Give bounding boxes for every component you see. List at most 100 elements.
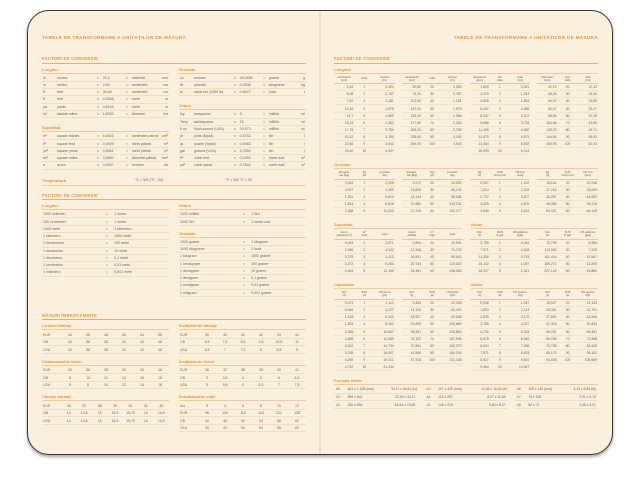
column-header: sqm <box>442 230 463 240</box>
table-cell: 9 <box>354 140 375 149</box>
table-row: 24,381 60 148,383 <box>401 267 463 276</box>
column-header: l/US fl gal <box>557 230 578 240</box>
table-cell: 20 <box>422 83 443 92</box>
column-header: t/US short ton <box>489 170 510 180</box>
table-cell: 8 <box>489 349 510 357</box>
table-cell: 10 <box>489 363 510 372</box>
table-cell: 6,340 <box>510 335 531 343</box>
table-cell: pt <box>179 132 193 141</box>
table-cell: EUR <box>42 366 62 375</box>
table-cell: 98,842 <box>442 253 463 262</box>
table-cell: 60 <box>557 267 578 276</box>
table-cell: gallons (USA) <box>192 147 232 156</box>
table-cell: 0,1 grame <box>250 274 306 283</box>
table-cell: 60 <box>422 328 443 336</box>
column-header: US quarts (qt) <box>510 290 531 301</box>
column-header: kilometri (km) <box>469 74 490 85</box>
table-cell: 3,307 <box>510 193 531 202</box>
table-row: litri (l) l/US pt US pints (pt) <box>334 290 395 301</box>
column-header: centimetri (cm) <box>334 74 355 85</box>
table-cell: litri <box>267 139 296 148</box>
table-cell: 44 <box>132 366 151 375</box>
table-cell: 4,259 <box>334 356 355 364</box>
table-cell: 100 <box>422 140 443 149</box>
table-cell: 80 <box>422 126 443 134</box>
table-cell: x <box>94 139 102 148</box>
left-section2-col-b: Volum 1000 mililitri = 1 litru 1000 litri = 1… <box>179 203 306 304</box>
table-cell: 48 <box>97 331 115 339</box>
table-cell: = <box>260 88 268 97</box>
table-cell: 3,785 <box>469 239 490 248</box>
group-metric-lungime: Lungime 1000 milimetri = 1 metru 100 centim… <box>42 203 169 277</box>
table-cell: 36 <box>79 338 98 347</box>
paper-format-table: A3 297 x 420 (mm) 11,69 x 16,54 (in) A4 210 … <box>424 386 508 409</box>
table-cell: A6 <box>514 386 527 394</box>
table-cell: 14,794 <box>374 342 395 350</box>
table-cell: 1,6093 <box>101 110 124 119</box>
group-title: Greutate <box>179 67 306 74</box>
table-cell: 40 <box>422 97 443 106</box>
numeric-table-wrapper: metri pătrați (m²) m² sqm sqm 0,093 1 3,671 0,… <box>334 230 395 276</box>
paper-formats-group: Formate hârtie A0 841 x 1.189 (mm) 33,11 x… <box>334 378 598 409</box>
table-cell: 47,318 <box>401 356 422 364</box>
table-cell: = <box>237 238 251 246</box>
table-cell: 9 <box>489 356 510 364</box>
table-cell: Tbsp <box>179 118 193 126</box>
table-cell: 3 <box>489 97 510 106</box>
table-cell: 13,608 <box>401 186 422 195</box>
paper-format-table: A0 841 x 1.189 (mm) 33,11 x 46,81 (in) A1 59… <box>334 386 418 409</box>
table-cell: 5 <box>252 373 270 382</box>
numeric-table-wrapper: kg (t) t/US short ton US ton (ton) 0,907 1 1,… <box>469 170 531 216</box>
table-row: 96,56 60 37,28 <box>537 112 598 120</box>
table-cell: cubic feet <box>192 154 232 163</box>
numeric-table-wrapper: metri pătrați m² sqm sqm 0,894 20 49,631 12,34… <box>401 230 463 276</box>
table-row: litri (l) l/US qt US quarts (qt) <box>537 290 598 301</box>
numeric-table: centimetri (cm) inch inches (in) 50,80 20 0,3… <box>401 74 463 149</box>
column-header: sqm <box>374 230 395 240</box>
table-row: 5,08 2 0,787 <box>334 90 395 99</box>
table-cell: A0 <box>334 386 346 394</box>
table-cell: 2 <box>354 186 375 195</box>
table-row: 12,875 8 4,971 <box>469 133 531 141</box>
table-cell: 0,372 <box>334 260 355 269</box>
table-row: 127,00 50 1,575 <box>401 104 463 113</box>
table-cell: 2,268 <box>334 207 355 216</box>
table-cell: 30 <box>422 186 443 195</box>
table-row: 2,722 3 3,307 <box>469 193 531 202</box>
table-cell: 1 <box>489 299 510 308</box>
table-row: USA 6,5 7 7,5 8 8,5 9 <box>179 345 306 354</box>
table-cell: EUR <box>179 409 199 418</box>
table-cell: 6,214 <box>510 147 531 156</box>
table-cell: 11 <box>287 338 306 347</box>
table-row: 37,854 40 42,268 <box>537 313 598 322</box>
table-row: GB 8 10 12 14 16 18 <box>42 373 169 382</box>
table-cell: 74 x 105 <box>526 393 570 402</box>
table-cell: 128,75 <box>537 126 558 134</box>
table-cell: hectare <box>130 161 159 170</box>
table-cell: 7,571 <box>469 349 490 357</box>
table-cell: 4 <box>354 320 375 329</box>
table-cell: 12,875 <box>469 133 490 141</box>
eq-table-volum: 1000 mililitri = 1 litru 1000 litri = 1 metru… <box>179 211 306 226</box>
table-cell: 1,181 <box>374 97 395 106</box>
table-cell: 40 <box>422 313 443 322</box>
table-cell: kilometri <box>130 110 159 119</box>
table-row: GB 14 14,5 15 15,5 15,75 16 16,5 <box>42 409 169 418</box>
table-cell: 151,416 <box>537 253 558 262</box>
table-cell: metri <box>130 103 159 111</box>
table-cell: m³ <box>295 161 306 170</box>
table-cell: 1 hectogram <box>179 260 238 268</box>
table-cell: 3,543 <box>374 140 395 149</box>
table-cell: 7 <box>216 345 235 354</box>
table-cell: 1 <box>489 239 510 248</box>
table-cell: m² <box>158 147 169 156</box>
table-cell: 5,283 <box>577 239 598 248</box>
table-cell: 0,394 <box>374 83 395 92</box>
table-row: 1,893 4 8,454 <box>334 320 395 329</box>
table-cell: 1,893 <box>334 320 355 329</box>
table-cell: 14,5 <box>76 416 92 425</box>
table-cell: 34 <box>61 366 80 375</box>
table-cell: 3,785 <box>469 320 490 329</box>
table-cell: 1 miligram <box>179 289 238 297</box>
table-cell: short ton (2000 lb) <box>192 88 232 97</box>
